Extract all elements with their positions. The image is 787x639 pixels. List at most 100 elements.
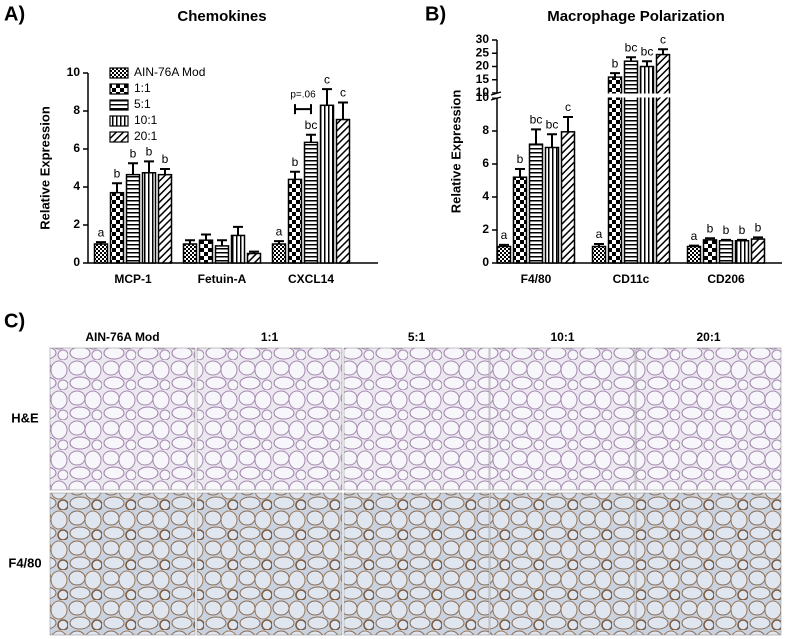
bar [271, 243, 287, 264]
bar [109, 191, 125, 264]
significance-letter: a [98, 225, 105, 239]
error-bar [290, 170, 300, 180]
error-bar [721, 238, 731, 241]
error-bar [753, 236, 763, 240]
y-axis-label: Relative Expression [448, 90, 463, 214]
column-label: 5:1 [408, 330, 426, 344]
column-label: 20:1 [696, 330, 720, 344]
bar [686, 245, 702, 264]
bar [750, 238, 766, 264]
y-tick-label: 8 [482, 123, 489, 137]
legend-label: 1:1 [134, 81, 151, 95]
significance-letter: bc [641, 44, 654, 58]
error-bar [128, 162, 138, 175]
bar [623, 60, 639, 264]
chart-title: Chemokines [177, 8, 266, 25]
bar [607, 76, 623, 264]
error-bar [274, 240, 284, 244]
significance-letter: bc [530, 113, 543, 127]
bar [287, 178, 303, 264]
bar [528, 143, 544, 264]
bar [198, 239, 214, 264]
legend-swatch [109, 67, 129, 79]
y-tick-label: 10 [476, 90, 490, 104]
y-tick-label: 0 [482, 255, 489, 269]
x-tick-label: MCP-1 [114, 272, 152, 286]
error-bar [160, 167, 170, 175]
error-bar [642, 60, 652, 67]
error-bar [144, 160, 154, 173]
error-bar [547, 133, 557, 148]
legend-swatch [109, 131, 129, 143]
y-tick-label: 4 [482, 189, 489, 203]
error-bar [610, 72, 620, 78]
tissue-image [49, 347, 196, 491]
y-tick-label: 2 [482, 222, 489, 236]
column-label: 10:1 [550, 330, 574, 344]
significance-letter: b [114, 166, 121, 180]
significance-letter: b [739, 223, 746, 237]
bar [246, 252, 262, 264]
bar [182, 243, 198, 264]
error-bar [338, 101, 348, 120]
tissue-image [635, 347, 782, 491]
error-bar [112, 182, 122, 193]
bar [141, 172, 157, 264]
significance-letter: a [276, 224, 283, 238]
significance-letter: a [691, 229, 698, 243]
legend-label: 10:1 [134, 113, 158, 127]
y-tick-label: 2 [73, 217, 80, 231]
error-bar [737, 238, 747, 241]
error-bar [96, 241, 106, 244]
bar [319, 104, 335, 264]
legend-label: 5:1 [134, 97, 151, 111]
y-tick-label: 6 [73, 141, 80, 155]
tissue-image [489, 347, 636, 491]
significance-letter: b [162, 152, 169, 166]
bar [157, 173, 173, 264]
significance-letter: c [660, 32, 666, 46]
error-bar [233, 225, 243, 236]
tissue-image [343, 492, 490, 636]
significance-letter: a [501, 228, 508, 242]
legend-label: AIN-76A Mod [134, 65, 205, 79]
significance-letter: c [340, 86, 346, 100]
axis-break [489, 93, 782, 98]
bar [303, 141, 319, 264]
row-label: F4/80 [8, 555, 41, 570]
significance-letter: b [130, 146, 137, 160]
bar [512, 176, 528, 264]
panel-label: C) [4, 310, 25, 332]
tissue-image [196, 347, 343, 491]
significance-letter: b [755, 221, 762, 235]
error-bar [626, 56, 636, 62]
x-tick-label: F4/80 [521, 272, 552, 286]
error-bar [594, 243, 604, 247]
bar [702, 239, 718, 264]
row-label: H&E [11, 410, 39, 425]
bar [125, 173, 141, 264]
error-bar [201, 233, 211, 241]
y-axis-label: Relative Expression [37, 106, 52, 230]
significance-letter: bc [625, 40, 638, 54]
bar [93, 243, 109, 264]
panel-label: A) [4, 3, 25, 25]
chart-title: Macrophage Polarization [547, 8, 725, 25]
tissue-image [635, 492, 782, 636]
legend-swatch [109, 99, 129, 111]
error-bar [658, 48, 668, 55]
x-tick-label: CD206 [707, 272, 745, 286]
bar [734, 239, 750, 264]
significance-letter: bc [305, 118, 318, 132]
error-bar [531, 128, 541, 145]
x-tick-label: CD11c [613, 272, 650, 286]
tissue-image [489, 492, 636, 636]
y-tick-label: 8 [73, 103, 80, 117]
y-tick-label: 10 [67, 65, 81, 79]
tissue-image [49, 492, 196, 636]
significance-letter: b [707, 221, 714, 235]
bar [335, 118, 351, 264]
significance-letter: c [324, 72, 330, 86]
significance-letter: c [565, 100, 571, 114]
